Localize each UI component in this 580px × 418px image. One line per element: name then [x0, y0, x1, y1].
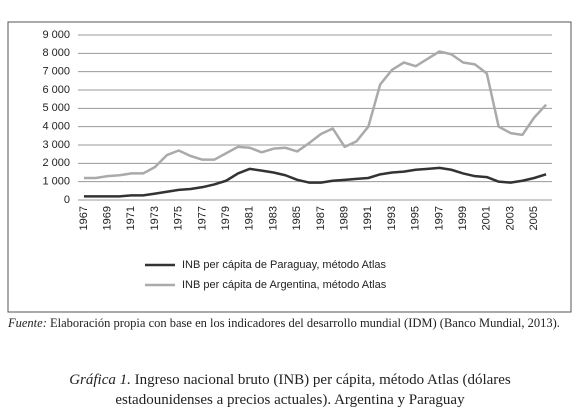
source-label: Fuente: [8, 316, 47, 330]
legend-label: INB per cápita de Argentina, método Atla… [182, 279, 387, 291]
x-tick-label: 1973 [149, 206, 161, 230]
x-tick-label: 2003 [504, 206, 516, 230]
x-tick-label: 1985 [291, 206, 303, 230]
x-tick-label: 1991 [362, 206, 374, 230]
source-text: Elaboración propia con base en los indic… [50, 316, 560, 330]
y-tick-label: 9 000 [42, 29, 70, 41]
y-tick-label: 8 000 [42, 47, 70, 59]
x-tick-label: 1969 [102, 206, 114, 230]
x-tick-label: 1977 [196, 206, 208, 230]
caption-text: Ingreso nacional bruto (INB) per cápita,… [115, 372, 511, 408]
x-tick-label: 2005 [528, 206, 540, 230]
y-tick-label: 0 [64, 194, 70, 206]
x-tick-label: 2001 [481, 206, 493, 230]
x-tick-label: 1983 [267, 206, 279, 230]
y-tick-label: 4 000 [42, 121, 70, 133]
y-tick-label: 5 000 [42, 102, 70, 114]
y-tick-label: 7 000 [42, 66, 70, 78]
x-tick-label: 1993 [386, 206, 398, 230]
y-tick-label: 6 000 [42, 84, 70, 96]
source-note: Fuente: Elaboración propia con base en l… [8, 315, 571, 331]
x-tick-label: 1981 [244, 206, 256, 230]
x-tick-label: 1999 [457, 206, 469, 230]
x-tick-label: 1987 [315, 206, 327, 230]
legend-label: INB per cápita de Paraguay, método Atlas [182, 259, 387, 271]
caption: Gráfica 1. Ingreso nacional bruto (INB) … [30, 370, 550, 410]
chart-frame [7, 21, 572, 313]
y-tick-label: 2 000 [42, 157, 70, 169]
x-tick-label: 1975 [173, 206, 185, 230]
x-tick-label: 1997 [433, 206, 445, 230]
y-tick-label: 3 000 [42, 139, 70, 151]
x-tick-label: 1979 [220, 206, 232, 230]
series-line [83, 166, 547, 198]
x-tick-label: 1971 [125, 206, 137, 230]
x-tick-label: 1989 [339, 206, 351, 230]
x-tick-label: 1995 [410, 206, 422, 230]
series-line [83, 50, 547, 180]
caption-label: Gráfica 1. [69, 372, 131, 388]
y-tick-label: 1 000 [42, 176, 70, 188]
x-tick-label: 1967 [78, 206, 90, 230]
